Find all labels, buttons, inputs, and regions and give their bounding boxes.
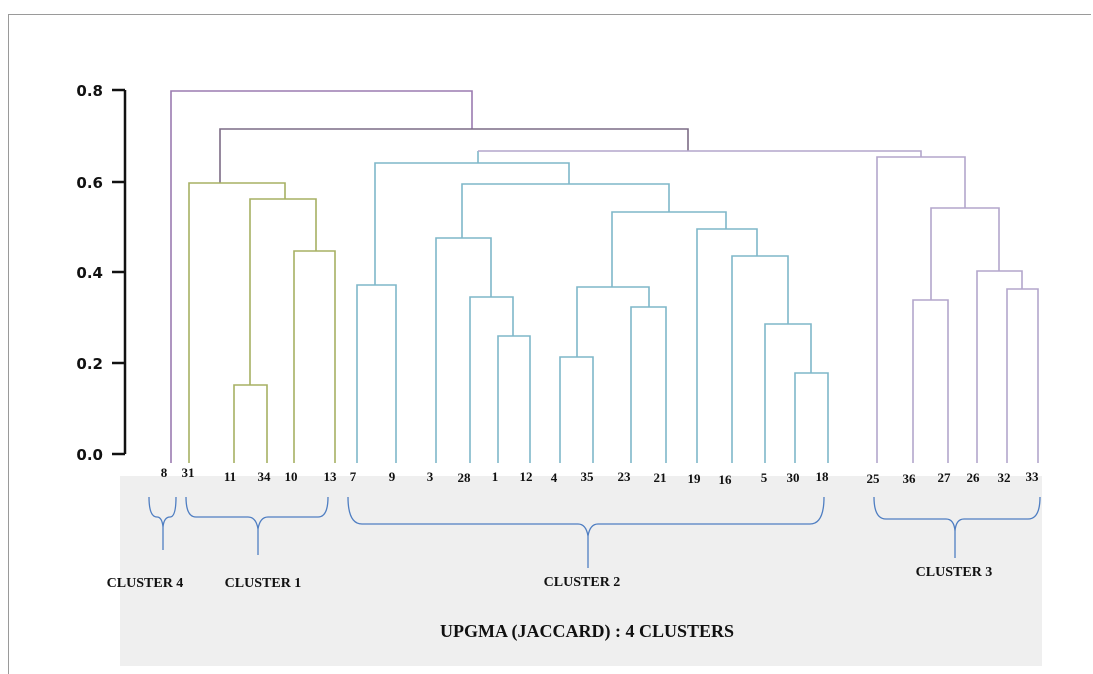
branch-root (219, 128, 689, 183)
cluster-label-1: CLUSTER 1 (225, 576, 302, 591)
cluster-braces (148, 496, 1041, 568)
cluster-label-4: CLUSTER 4 (107, 576, 184, 591)
leaf-label: 3 (427, 469, 434, 484)
leaf-label: 30 (787, 470, 800, 485)
branch-cluster3 (876, 156, 1039, 463)
y-tick-0.6: 0.6 (76, 174, 103, 192)
leaf-label: 27 (938, 470, 952, 485)
leaf-label: 26 (967, 470, 981, 485)
leaf-label: 31 (182, 465, 195, 480)
leaf-label: 33 (1026, 469, 1040, 484)
y-tick-0.4: 0.4 (76, 264, 103, 282)
brace-cluster4 (148, 496, 177, 550)
leaf-label: 4 (551, 470, 558, 485)
leaf-label: 8 (161, 465, 168, 480)
brace-cluster3 (873, 496, 1041, 558)
cluster-label-2: CLUSTER 2 (544, 575, 621, 590)
cluster-labels: CLUSTER 4 CLUSTER 1 CLUSTER 2 CLUSTER 3 (107, 565, 993, 591)
y-tick-labels: 0.8 0.6 0.4 0.2 0.0 (76, 82, 103, 464)
cluster-label-3: CLUSTER 3 (916, 565, 993, 580)
leaf-label: 12 (520, 469, 533, 484)
brace-cluster2 (347, 496, 825, 568)
y-tick-0.8: 0.8 (76, 82, 103, 100)
leaf-label: 5 (761, 470, 768, 485)
leaf-labels: 8 31 11 34 10 13 7 9 3 28 1 12 4 35 23 2… (161, 465, 1039, 487)
leaf-label: 16 (719, 472, 733, 487)
branch-join-2-3 (478, 150, 922, 157)
y-tick-0.0: 0.0 (76, 446, 103, 464)
leaf-label: 7 (350, 469, 357, 484)
branch-cluster1 (188, 182, 336, 463)
leaf-label: 32 (998, 470, 1011, 485)
lower-panel (120, 476, 1042, 666)
leaf-label: 28 (458, 470, 472, 485)
leaf-label: 11 (224, 469, 236, 484)
leaf-label: 1 (492, 469, 499, 484)
leaf-label: 36 (903, 471, 917, 486)
figure-frame (8, 14, 1091, 674)
y-axis (112, 88, 127, 456)
leaf-label: 34 (258, 469, 272, 484)
leaf-label: 21 (654, 470, 667, 485)
y-tick-0.2: 0.2 (76, 355, 103, 373)
leaf-label: 13 (324, 469, 338, 484)
branch-cluster4 (170, 90, 473, 463)
leaf-label: 9 (389, 469, 396, 484)
leaf-label: 18 (816, 469, 830, 484)
leaf-label: 35 (581, 469, 595, 484)
branch-cluster2 (356, 151, 829, 463)
leaf-label: 23 (618, 469, 632, 484)
leaf-label: 19 (688, 471, 702, 486)
leaf-label: 25 (867, 471, 881, 486)
brace-cluster1 (185, 496, 329, 555)
figure-caption: UPGMA (JACCARD) : 4 CLUSTERS (440, 621, 734, 642)
leaf-label: 10 (285, 469, 298, 484)
